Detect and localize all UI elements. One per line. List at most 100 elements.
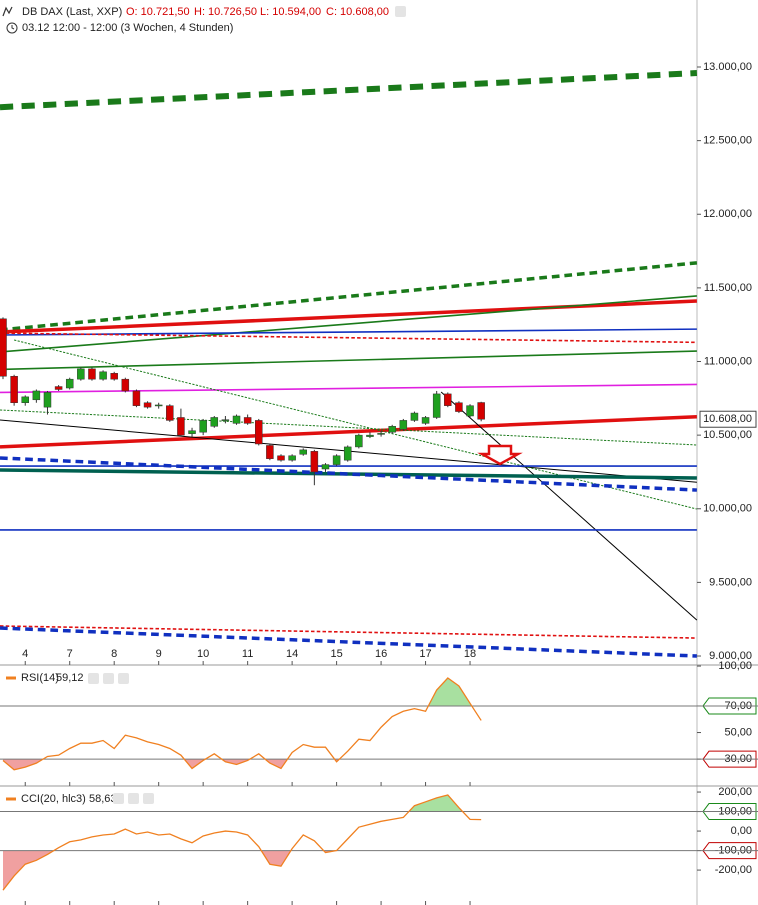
last-price-label: 10.608,00 — [703, 413, 752, 425]
level-fill — [428, 678, 472, 706]
x-tick-label: 7 — [67, 648, 73, 660]
candle-body — [99, 371, 107, 380]
candle-body — [177, 417, 185, 436]
candle-body — [355, 434, 363, 448]
trend-line — [0, 383, 697, 394]
settings-button[interactable] — [395, 6, 406, 17]
trend-line — [0, 409, 697, 446]
last-price-box — [699, 410, 757, 428]
x-tick-label: 10 — [197, 648, 209, 660]
y-tick-label: 12.000,00 — [703, 208, 752, 220]
candle-body — [132, 390, 141, 406]
x-tick-label: 14 — [286, 648, 298, 660]
trend-line — [0, 456, 697, 492]
indicator-close[interactable] — [143, 793, 154, 804]
candle-body — [54, 386, 63, 390]
x-tick-label: 15 — [330, 648, 342, 660]
indicator-settings[interactable] — [128, 793, 139, 804]
candle-body — [77, 368, 85, 380]
y-tick-label: 9.000,00 — [709, 650, 752, 662]
trend-line — [0, 299, 697, 334]
y-tick-label: 12.500,00 — [703, 135, 752, 147]
indicator-title: CCI(20, hlc3) — [21, 793, 86, 805]
candle-body — [199, 420, 207, 433]
candle-body — [366, 434, 374, 437]
clock-icon — [6, 22, 18, 34]
candle-body — [110, 373, 118, 380]
y-tick-label: 11.500,00 — [704, 282, 752, 294]
y-tick-label: 200,00 — [718, 786, 752, 798]
y-tick-label: 10.500,00 — [703, 429, 752, 441]
candle-body — [377, 433, 385, 435]
sell-arrow-icon — [477, 444, 523, 466]
level-fill — [408, 794, 463, 812]
low-value: L: 10.594,00 — [260, 6, 321, 18]
cci-buttons — [113, 793, 154, 804]
candle-body — [166, 405, 174, 421]
candle-body — [154, 404, 163, 407]
plot-layer: 13.000,00 12.500,00 12.000,00 11.500,00 11.0… — [0, 61, 758, 905]
indicator-close[interactable] — [118, 673, 129, 684]
level-fill — [3, 850, 337, 891]
candle-body — [410, 412, 419, 421]
candle-body — [288, 455, 296, 461]
y-tick-label: 100,00 — [718, 660, 752, 672]
candle-body — [466, 405, 474, 417]
rsi-buttons — [88, 673, 129, 684]
x-tick-label: 9 — [156, 648, 162, 660]
y-tick-label: 0,00 — [731, 825, 752, 837]
trend-line — [0, 295, 697, 353]
x-tick-label: 17 — [419, 648, 431, 660]
close-value: C: 10.608,00 — [326, 6, 389, 18]
icon-path — [2, 6, 13, 17]
indicator-line — [2, 794, 482, 891]
candle-body — [65, 378, 74, 389]
indicator-title: RSI(14) — [21, 672, 59, 684]
candle-body — [121, 378, 130, 392]
y-tick-label: 50,00 — [724, 726, 752, 738]
y-tick-label: 13.000,00 — [703, 61, 752, 73]
trend-line — [0, 468, 697, 480]
indicator-settings[interactable] — [113, 793, 124, 804]
level-fill — [3, 759, 482, 770]
candle-body — [143, 402, 152, 408]
candle-body — [43, 392, 52, 408]
indicator-settings[interactable] — [88, 673, 99, 684]
candle-body — [277, 455, 285, 461]
candle-body — [477, 402, 485, 420]
candle-body — [10, 375, 18, 403]
trend-line — [440, 391, 698, 621]
y-tick-label: 9.500,00 — [709, 576, 752, 588]
trend-line — [0, 261, 698, 332]
trend-line — [13, 339, 698, 510]
x-tick-label: 18 — [464, 648, 476, 660]
candle-body — [21, 396, 29, 403]
symbol-title: DB DAX (Last, XXP) — [22, 6, 122, 18]
candle-body — [0, 318, 7, 377]
candle-body — [221, 419, 230, 421]
candle-body — [188, 430, 196, 434]
symbol-icon — [2, 6, 13, 17]
x-tick-label: 16 — [375, 648, 387, 660]
candle-body — [243, 417, 252, 424]
candle-body — [210, 417, 219, 427]
candle-body — [310, 451, 319, 473]
indicator-line — [2, 677, 482, 771]
candle-body — [321, 464, 330, 470]
indicator-value: 59,12 — [56, 672, 84, 684]
trend-line — [0, 350, 697, 371]
candle-body — [399, 420, 408, 430]
candle-body — [266, 445, 274, 459]
candle-body — [88, 368, 96, 380]
y-tick-label: -200,00 — [715, 864, 752, 876]
trend-line — [0, 70, 698, 111]
x-tick-label: 11 — [242, 648, 253, 660]
candle-body — [32, 390, 41, 401]
indicator-value: 58,63 — [89, 793, 117, 805]
candle-body — [255, 420, 263, 445]
indicator-settings[interactable] — [103, 673, 114, 684]
x-tick-label: 4 — [22, 648, 28, 660]
candle-body — [444, 393, 452, 406]
